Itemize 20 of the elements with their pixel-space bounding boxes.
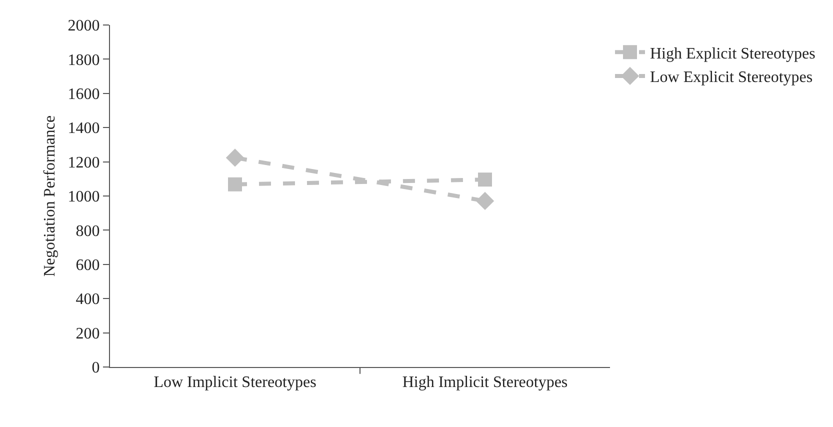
y-tick-label: 1000 — [68, 188, 100, 206]
y-tick-label: 1200 — [68, 154, 100, 172]
point — [476, 192, 494, 210]
point — [226, 148, 244, 167]
x-tick-label: Low Implicit Stereotypes — [154, 374, 316, 392]
y-tick-label: 2000 — [68, 18, 100, 35]
legend-label: Low Explicit Stereotypes — [650, 69, 813, 86]
y-tick-label: 0 — [92, 360, 100, 377]
x-tick-label: High Implicit Stereotypes — [402, 374, 568, 392]
y-tick-label: 200 — [76, 325, 100, 342]
y-tick-label: 1800 — [68, 52, 100, 69]
y-tick-label: 400 — [76, 291, 100, 308]
y-tick-label: 600 — [76, 257, 100, 274]
y-tick-label: 1400 — [68, 120, 100, 138]
y-axis-title: Negotiation Performance — [42, 115, 59, 277]
y-tick-label: 800 — [76, 222, 100, 240]
legend-label: High Explicit Stereotypes — [650, 45, 816, 62]
point — [478, 172, 492, 187]
point — [228, 177, 242, 192]
y-tick-label: 1600 — [68, 86, 100, 103]
